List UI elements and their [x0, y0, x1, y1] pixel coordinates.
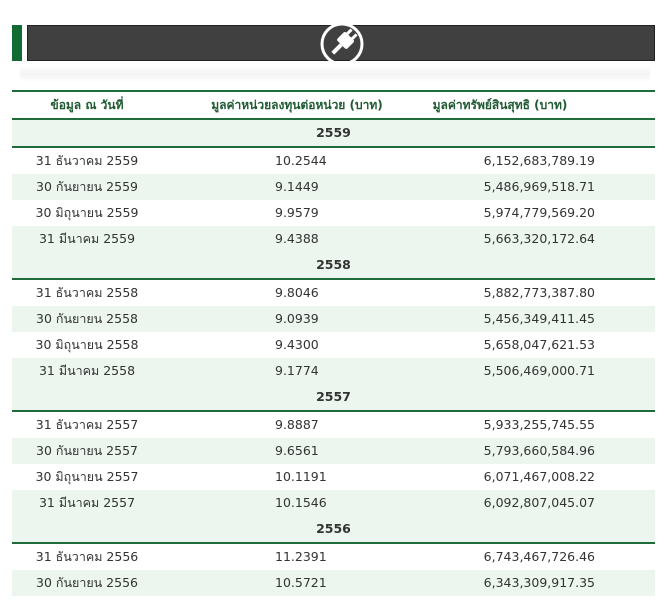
group-row: 2556	[12, 516, 655, 544]
cell: 31 มีนาคม 2559	[38, 231, 136, 246]
header-bar	[27, 23, 655, 63]
group-row: 2558	[12, 252, 655, 280]
cell: 30 มิถุนายน 2558	[35, 337, 139, 352]
data-row: 30 กันยายน 2558 9.0939 5,456,349,411.45	[12, 306, 655, 332]
data-row: 31 ธันวาคม 2557 9.8887 5,933,255,745.55	[12, 412, 655, 438]
cell: 6,152,683,789.19	[483, 153, 595, 168]
data-row: 31 มีนาคม 2557 10.1546 6,092,807,045.07	[12, 490, 655, 516]
cell: 9.8046	[275, 285, 319, 300]
cell: 30 กันยายน 2559	[36, 179, 138, 194]
cell: 30 กันยายน 2556	[36, 575, 138, 590]
cell: 30 มิถุนายน 2557	[35, 469, 139, 484]
cell: 30 กันยายน 2557	[36, 443, 138, 458]
cell: 10.5721	[275, 575, 327, 590]
cell: 9.0939	[275, 311, 319, 326]
data-row: 30 มิถุนายน 2558 9.4300 5,658,047,621.53	[12, 332, 655, 358]
data-row: 30 กันยายน 2559 9.1449 5,486,969,518.71	[12, 174, 655, 200]
cell: 9.8887	[275, 417, 319, 432]
plug-icon	[320, 23, 364, 63]
cell: 9.6561	[275, 443, 319, 458]
data-row: 30 มิถุนายน 2557 10.1191 6,071,467,008.22	[12, 464, 655, 490]
cell: 5,882,773,387.80	[483, 285, 595, 300]
cell: 2557	[316, 389, 351, 404]
cell: 9.1774	[275, 363, 319, 378]
cell: 30 กันยายน 2558	[36, 311, 138, 326]
blur-band	[20, 66, 650, 82]
cell: 9.4388	[275, 231, 319, 246]
cell: 6,092,807,045.07	[483, 495, 595, 510]
cell: มูลค่าหน่วยลงทุนต่อหน่วย (บาท)	[211, 98, 383, 112]
cell: 9.4300	[275, 337, 319, 352]
cell: 5,933,255,745.55	[483, 417, 595, 432]
cell: 10.1191	[275, 469, 327, 484]
data-row: 31 มีนาคม 2558 9.1774 5,506,469,000.71	[12, 358, 655, 384]
cell: 6,743,467,726.46	[483, 549, 595, 564]
data-row: 30 กันยายน 2556 10.5721 6,343,309,917.35	[12, 570, 655, 596]
cell: 31 ธันวาคม 2557	[35, 417, 139, 432]
cell: 2556	[316, 521, 351, 536]
cell: 31 ธันวาคม 2556	[35, 549, 139, 564]
cell: 5,793,660,584.96	[483, 443, 595, 458]
data-row: 31 ธันวาคม 2559 10.2544 6,152,683,789.19	[12, 148, 655, 174]
cell: 2559	[316, 125, 351, 140]
cell: 5,506,469,000.71	[483, 363, 595, 378]
cell: มูลค่าทรัพย์สินสุทธิ (บาท)	[432, 98, 568, 112]
cell: 11.2391	[275, 549, 327, 564]
cell: 31 ธันวาคม 2559	[35, 153, 139, 168]
cell: 2558	[316, 257, 351, 272]
cell: 5,486,969,518.71	[483, 179, 595, 194]
group-row: 2559	[12, 120, 655, 148]
cell: 5,974,779,569.20	[483, 205, 595, 220]
group-row: 2557	[12, 384, 655, 412]
cell: ข้อมูล ณ วันที่	[50, 98, 124, 112]
cell: 10.2544	[275, 153, 327, 168]
data-row: 31 มีนาคม 2559 9.4388 5,663,320,172.64	[12, 226, 655, 252]
data-row: 30 มิถุนายน 2559 9.9579 5,974,779,569.20	[12, 200, 655, 226]
cell: 5,658,047,621.53	[483, 337, 595, 352]
cell: 31 มีนาคม 2558	[38, 363, 136, 378]
data-row: 30 กันยายน 2557 9.6561 5,793,660,584.96	[12, 438, 655, 464]
cell: 6,343,309,917.35	[483, 575, 595, 590]
header-row: ข้อมูล ณ วันที่ มูลค่าหน่วยลงทุนต่อหน่วย …	[12, 92, 655, 120]
cell: 10.1546	[275, 495, 327, 510]
cell: 9.1449	[275, 179, 319, 194]
cell: 31 มีนาคม 2557	[38, 495, 136, 510]
cell: 6,071,467,008.22	[483, 469, 595, 484]
cell: 5,456,349,411.45	[483, 311, 595, 326]
cell: 31 ธันวาคม 2558	[35, 285, 139, 300]
cell: 9.9579	[275, 205, 319, 220]
accent-block	[12, 25, 22, 61]
data-row: 31 ธันวาคม 2556 11.2391 6,743,467,726.46	[12, 544, 655, 570]
cell: 5,663,320,172.64	[483, 231, 595, 246]
cell: 30 มิถุนายน 2559	[35, 205, 139, 220]
data-row: 31 ธันวาคม 2558 9.8046 5,882,773,387.80	[12, 280, 655, 306]
nav-table: ข้อมูล ณ วันที่ มูลค่าหน่วยลงทุนต่อหน่วย …	[12, 90, 655, 596]
